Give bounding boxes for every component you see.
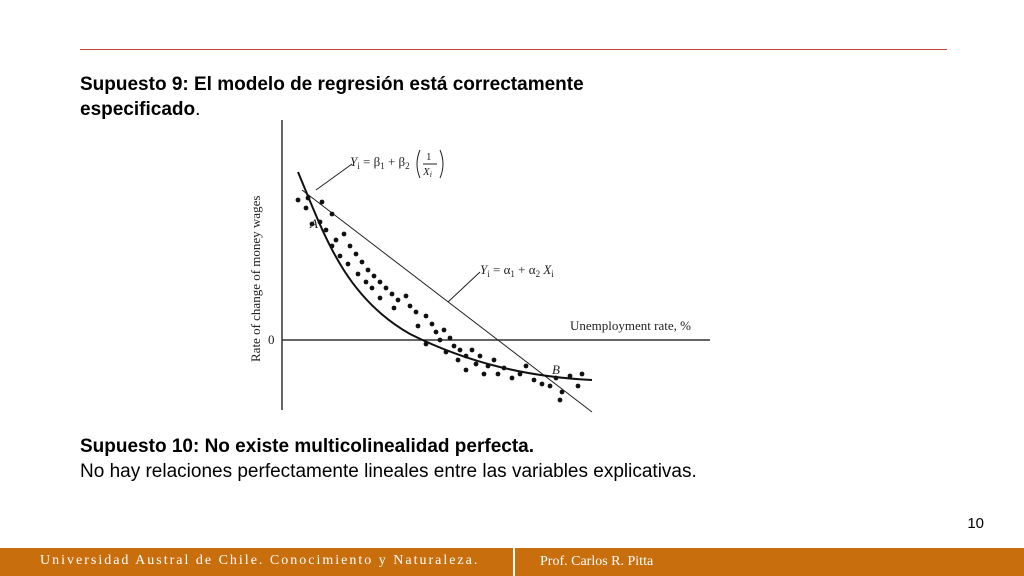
data-point (317, 219, 323, 225)
data-point (575, 383, 581, 389)
data-point (309, 221, 315, 227)
data-point (323, 227, 329, 233)
data-point (557, 397, 563, 403)
data-point (403, 293, 409, 299)
data-point (347, 243, 353, 249)
data-point (451, 343, 457, 349)
data-point (377, 295, 383, 301)
footer-divider (513, 548, 515, 576)
data-point (531, 377, 537, 383)
assumption-10-block: Supuesto 10: No existe multicolinealidad… (80, 434, 720, 484)
data-point (383, 285, 389, 291)
data-point (423, 313, 429, 319)
zero-label: 0 (268, 332, 275, 347)
data-point (495, 371, 501, 377)
data-point (355, 271, 361, 277)
data-point (523, 363, 529, 369)
data-point (429, 321, 435, 327)
data-point (433, 329, 439, 335)
assumption-10-text: No hay relaciones perfectamente lineales… (80, 461, 697, 482)
data-point (319, 199, 325, 205)
data-point (389, 291, 395, 297)
data-point (547, 383, 553, 389)
data-point (413, 309, 419, 315)
data-point (333, 237, 339, 243)
assumption-9-heading: Supuesto 9: El modelo de regresión está … (80, 72, 700, 122)
data-point (447, 335, 453, 341)
assumption-9-title: Supuesto 9: El modelo de regresión está … (80, 74, 584, 120)
footer-bar: Universidad Austral de Chile. Conocimien… (0, 548, 1024, 576)
data-point (305, 195, 311, 201)
slide-number: 10 (967, 515, 984, 532)
curve-eq-leader (315, 163, 353, 191)
data-point (539, 381, 545, 387)
data-point (363, 279, 369, 285)
data-point (457, 347, 463, 353)
assumption-10-title: Supuesto 10: No existe multicolinealidad… (80, 436, 535, 457)
data-point (415, 323, 421, 329)
data-point (371, 273, 377, 279)
data-point (517, 371, 523, 377)
data-point (441, 327, 447, 333)
data-point (463, 353, 469, 359)
data-point (469, 347, 475, 353)
data-points (295, 195, 585, 403)
data-point (337, 253, 343, 259)
y-axis-label: Rate of change of money wages (248, 196, 263, 362)
data-point (295, 197, 301, 203)
data-point (303, 205, 309, 211)
curve-equation: Yi = β1 + β2 1 Xi (350, 149, 444, 179)
data-point (455, 357, 461, 363)
regression-figure: Rate of change of money wages Unemployme… (240, 112, 720, 422)
data-point (567, 373, 573, 379)
data-point (329, 243, 335, 249)
data-point (559, 389, 565, 395)
data-point (369, 285, 375, 291)
x-axis-label: Unemployment rate, % (570, 318, 691, 333)
data-point (477, 353, 483, 359)
data-point (377, 279, 383, 285)
point-a-label: A (309, 216, 318, 231)
reciprocal-fit-curve (297, 171, 593, 381)
data-point (341, 231, 347, 237)
line-eq-leader (447, 271, 481, 303)
data-point (481, 371, 487, 377)
svg-text:1: 1 (426, 151, 432, 163)
data-point (443, 349, 449, 355)
svg-text:Xi: Xi (422, 166, 432, 179)
data-point (485, 363, 491, 369)
data-point (553, 375, 559, 381)
linear-fit-line (301, 189, 593, 413)
data-point (491, 357, 497, 363)
data-point (407, 303, 413, 309)
data-point (395, 297, 401, 303)
data-point (463, 367, 469, 373)
data-point (365, 267, 371, 273)
data-point (473, 361, 479, 367)
data-point (345, 261, 351, 267)
data-point (579, 371, 585, 377)
data-point (437, 337, 443, 343)
data-point (329, 211, 335, 217)
data-point (391, 305, 397, 311)
line-equation: Yi = α1 + α2 Xi (480, 262, 554, 279)
assumption-9-period: . (195, 99, 201, 120)
data-point (423, 341, 429, 347)
data-point (359, 259, 365, 265)
data-point (509, 375, 515, 381)
top-rule (80, 49, 947, 50)
data-point (353, 251, 359, 257)
data-point (501, 365, 507, 371)
footer-institution: Universidad Austral de Chile. Conocimien… (40, 553, 480, 568)
footer-author: Prof. Carlos R. Pitta (540, 554, 654, 569)
svg-text:Yi = β1 + β2: Yi = β1 + β2 (350, 154, 410, 171)
point-b-label: B (552, 362, 560, 377)
